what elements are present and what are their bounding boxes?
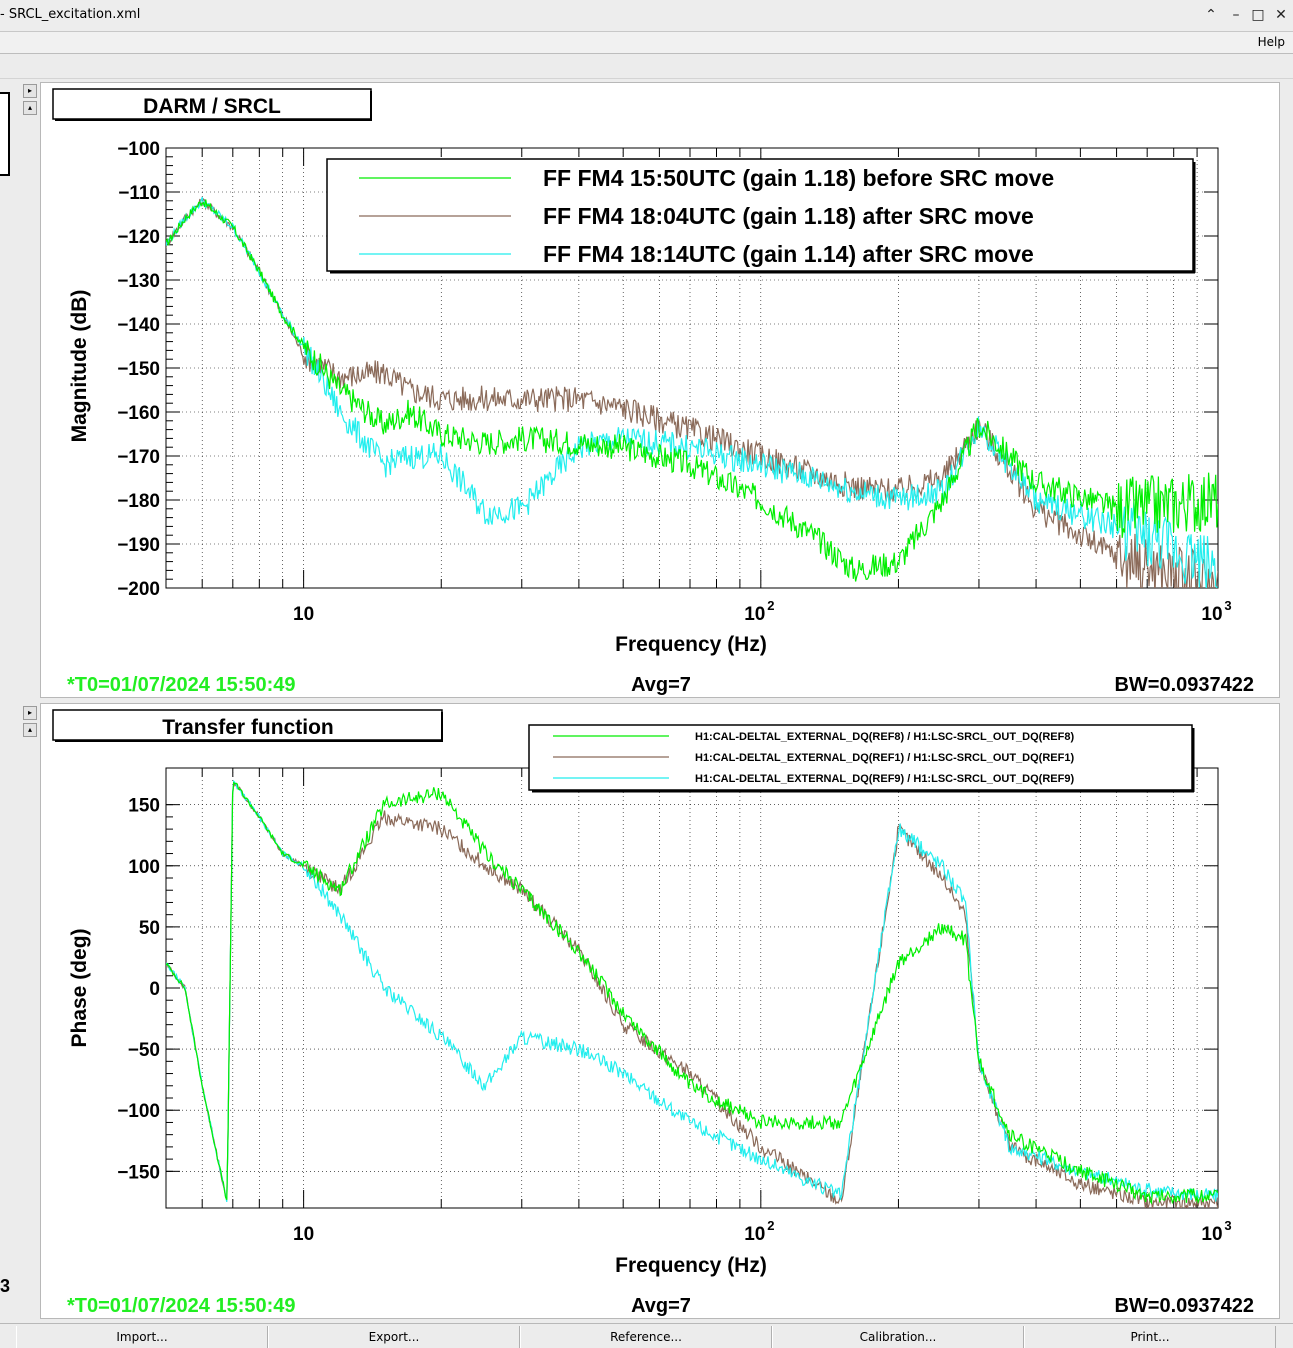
x-tick-label: 10 [293, 604, 314, 625]
chevron-up-icon[interactable]: ⌃ [1205, 7, 1217, 23]
series-line-3 [166, 197, 1218, 588]
close-icon[interactable]: ✕ [1275, 7, 1287, 23]
legend-entry: H1:CAL-DELTAL_EXTERNAL_DQ(REF9) / H1:LSC… [695, 773, 1074, 785]
bw-label: BW=0.0937422 [1114, 674, 1254, 696]
y-tick-label: −150 [117, 359, 160, 380]
legend: FF FM4 15:50UTC (gain 1.18) before SRC m… [359, 165, 1054, 267]
minimize-icon[interactable]: – [1232, 7, 1240, 23]
y-tick-label: −110 [118, 183, 160, 204]
import-button[interactable]: Import... [16, 1326, 268, 1348]
collapse-arrow-icon[interactable]: ▴ [23, 723, 37, 737]
window-titlebar: - SRCL_excitation.xml ⌃ – □ ✕ [0, 0, 1293, 32]
menu-bar: Help [0, 32, 1293, 54]
x-tick-exponent: 3 [1224, 1218, 1231, 1233]
x-tick-exponent: 3 [1224, 598, 1231, 613]
x-tick-label: 10 [1201, 604, 1222, 625]
y-tick-label: −190 [117, 535, 160, 556]
y-tick-label: −100 [117, 1101, 160, 1122]
x-tick-labels: 10 10 2 10 3 [293, 598, 1232, 625]
t0-label: *T0=01/07/2024 15:50:49 [67, 674, 296, 696]
print-button[interactable]: Print... [1024, 1326, 1276, 1348]
x-axis-label: Frequency (Hz) [615, 633, 767, 656]
avg-label: Avg=7 [631, 674, 691, 696]
plot-frame [165, 767, 1219, 1209]
series-line-2 [166, 197, 1218, 588]
plot-title-box [52, 88, 372, 120]
window-title: - SRCL_excitation.xml [0, 7, 141, 22]
y-tick-label: −130 [117, 271, 160, 292]
calibration-button[interactable]: Calibration... [772, 1326, 1024, 1348]
x-tick-exponent: 2 [767, 1218, 774, 1233]
magnitude-plot: DARM / SRCL −100 −110 −120 −130 −140 −150 −160… [52, 88, 1254, 696]
plot-title: Transfer function [162, 716, 334, 739]
y-tick-label: −170 [117, 447, 160, 468]
y-tick-label: 150 [128, 796, 160, 817]
x-tick-label: 10 [293, 1224, 314, 1245]
series-line-1 [166, 199, 1218, 582]
legend: H1:CAL-DELTAL_EXTERNAL_DQ(REF8) / H1:LSC… [553, 731, 1074, 785]
reference-button[interactable]: Reference... [520, 1326, 772, 1348]
series-line-3 [166, 779, 1218, 1203]
bottom-button-bar: Import... Export... Reference... Calibra… [0, 1323, 1293, 1348]
y-tick-label: 50 [139, 918, 160, 939]
help-menu[interactable]: Help [1257, 35, 1285, 49]
y-tick-label: −200 [117, 579, 160, 600]
y-tick-label: −140 [117, 315, 160, 336]
bw-label: BW=0.0937422 [1114, 1295, 1254, 1317]
series-group [166, 197, 1218, 588]
expand-arrow-icon[interactable]: ▸ [23, 706, 37, 720]
collapse-arrow-icon[interactable]: ▴ [23, 101, 37, 115]
series-line-1 [166, 781, 1218, 1205]
plot-title: DARM / SRCL [143, 95, 281, 118]
export-button[interactable]: Export... [268, 1326, 520, 1348]
y-tick-label: −50 [128, 1040, 160, 1061]
phase-plot: Transfer function 150 100 50 0 −50 −100 −150 1… [52, 709, 1254, 1317]
left-panel-stub [0, 92, 10, 176]
y-tick-label: 100 [128, 857, 160, 878]
left-stray-label: 3 [0, 1276, 11, 1296]
phase-plot-panel[interactable]: Transfer function 150 100 50 0 −50 −100 −150 1… [40, 703, 1280, 1319]
y-tick-label: −160 [117, 403, 160, 424]
legend-entry: FF FM4 18:14UTC (gain 1.14) after SRC mo… [543, 241, 1034, 267]
x-tick-labels: 10 10 2 10 3 [293, 1218, 1232, 1245]
x-axis-label: Frequency (Hz) [615, 1254, 767, 1277]
plot-title-box [52, 709, 443, 741]
x-tick-label: 10 [744, 604, 765, 625]
y-tick-label: −180 [117, 491, 160, 512]
series-group [166, 779, 1218, 1208]
magnitude-plot-panel[interactable]: DARM / SRCL −100 −110 −120 −130 −140 −150 −160… [40, 82, 1280, 698]
legend-entry: H1:CAL-DELTAL_EXTERNAL_DQ(REF8) / H1:LSC… [695, 731, 1074, 743]
y-axis-label: Magnitude (dB) [68, 290, 91, 443]
legend-entry: FF FM4 18:04UTC (gain 1.18) after SRC mo… [543, 203, 1034, 229]
y-tick-label: −150 [117, 1162, 160, 1183]
maximize-icon[interactable]: □ [1251, 7, 1265, 23]
legend-entry: FF FM4 15:50UTC (gain 1.18) before SRC m… [543, 165, 1054, 191]
grid-lines [165, 768, 1218, 1208]
x-tick-label: 10 [744, 1224, 765, 1245]
y-tick-label: 0 [149, 979, 160, 1000]
x-tick-label: 10 [1201, 1224, 1222, 1245]
expand-arrow-icon[interactable]: ▸ [23, 84, 37, 98]
y-tick-labels: 150 100 50 0 −50 −100 −150 [117, 796, 160, 1184]
y-axis-label: Phase (deg) [68, 928, 91, 1047]
y-tick-labels: −100 −110 −120 −130 −140 −150 −160 −170 −180 −190… [117, 139, 160, 600]
avg-label: Avg=7 [631, 1295, 691, 1317]
x-tick-exponent: 2 [767, 598, 774, 613]
t0-label: *T0=01/07/2024 15:50:49 [67, 1295, 296, 1317]
y-tick-label: −100 [117, 139, 160, 160]
tool-strip [0, 55, 1293, 79]
legend-entry: H1:CAL-DELTAL_EXTERNAL_DQ(REF1) / H1:LSC… [695, 752, 1074, 764]
y-tick-label: −120 [117, 227, 160, 248]
